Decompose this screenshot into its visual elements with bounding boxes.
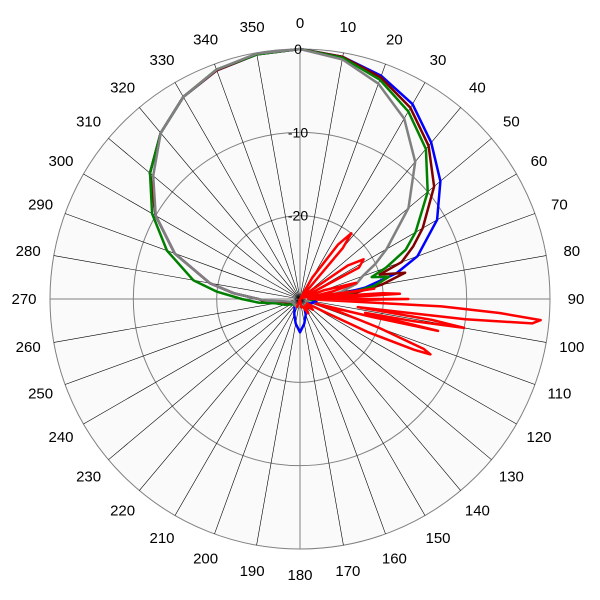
angle-tick-label: 20: [386, 32, 403, 49]
angle-tick-label: 110: [547, 385, 571, 402]
angle-tick-label: 330: [149, 52, 174, 69]
angle-tick-label: 310: [76, 114, 101, 131]
angle-tick-label: 320: [110, 80, 135, 97]
angle-tick-label: 160: [382, 550, 407, 567]
grid-spoke: [214, 63, 301, 300]
grid-spoke: [53, 298, 301, 343]
angle-tick-label: 220: [110, 502, 135, 519]
grid-spoke: [83, 298, 301, 425]
angle-tick-label: 170: [335, 563, 360, 580]
angle-tick-label: 180: [287, 567, 312, 584]
angle-tick-label: 120: [526, 429, 551, 446]
series-layer: [148, 47, 542, 356]
angle-tick-label: 30: [430, 52, 447, 69]
grid-spoke: [299, 298, 461, 491]
tick-labels: 0 10 20 30 40 50 60 70 80 90 100 110 120 130 140 150 160…: [11, 15, 584, 584]
grid-spoke: [299, 63, 386, 300]
angle-tick-label: 230: [76, 468, 101, 485]
grid-spoke: [299, 298, 426, 516]
grid-spoke: [139, 298, 301, 491]
grid-spoke: [299, 52, 344, 300]
angle-tick-label: 40: [469, 80, 486, 97]
angle-tick-label: 290: [28, 197, 53, 214]
angle-tick-label: 250: [28, 385, 53, 402]
angle-tick-label: 200: [193, 550, 218, 567]
radial-tick-label: -20: [288, 208, 308, 224]
series-line-5: [295, 232, 542, 356]
grid-spoke: [108, 138, 301, 300]
angle-tick-label: 280: [16, 243, 41, 260]
grid-spoke: [299, 138, 492, 300]
grid-spoke: [299, 173, 517, 300]
grid-spoke: [64, 298, 301, 385]
grid-spoke: [83, 173, 301, 300]
angle-tick-label: 130: [499, 468, 524, 485]
angle-tick-label: 190: [240, 563, 265, 580]
angle-tick-label: 80: [563, 243, 580, 260]
grid-spoke: [174, 298, 301, 516]
angle-tick-label: 50: [503, 114, 520, 131]
angle-tick-label: 90: [568, 291, 585, 308]
angle-tick-label: 350: [240, 19, 265, 36]
angle-tick-label: 0: [296, 15, 304, 32]
grid-spoke: [299, 298, 517, 425]
angle-tick-label: 270: [11, 291, 36, 308]
radial-tick-label: 0: [294, 41, 302, 57]
radial-tick-label: -10: [288, 124, 308, 140]
grid-spoke: [299, 298, 547, 343]
angle-tick-label: 300: [48, 153, 73, 170]
grid-spoke: [53, 255, 301, 300]
grid-spoke: [174, 82, 301, 300]
angle-tick-label: 100: [559, 339, 584, 356]
grid-spoke: [108, 298, 301, 460]
series-line-4: [151, 47, 417, 309]
grid-spoke: [299, 298, 492, 460]
angle-tick-label: 70: [551, 197, 568, 214]
grid-spoke: [139, 107, 301, 300]
grid-spoke: [299, 298, 344, 546]
angle-tick-label: 150: [425, 530, 450, 547]
grid-spoke: [214, 298, 301, 535]
grid-spoke: [299, 298, 386, 535]
grid-spoke: [64, 213, 301, 300]
angle-tick-label: 140: [465, 502, 490, 519]
angle-tick-label: 240: [48, 429, 73, 446]
angle-tick-label: 340: [193, 32, 218, 49]
angle-tick-label: 10: [340, 19, 357, 36]
grid-spoke: [299, 298, 536, 385]
grid-spoke: [256, 52, 301, 300]
grid-spoke: [256, 298, 301, 546]
angle-tick-label: 210: [149, 530, 174, 547]
angle-tick-label: 260: [16, 339, 41, 356]
angle-tick-label: 60: [531, 153, 548, 170]
